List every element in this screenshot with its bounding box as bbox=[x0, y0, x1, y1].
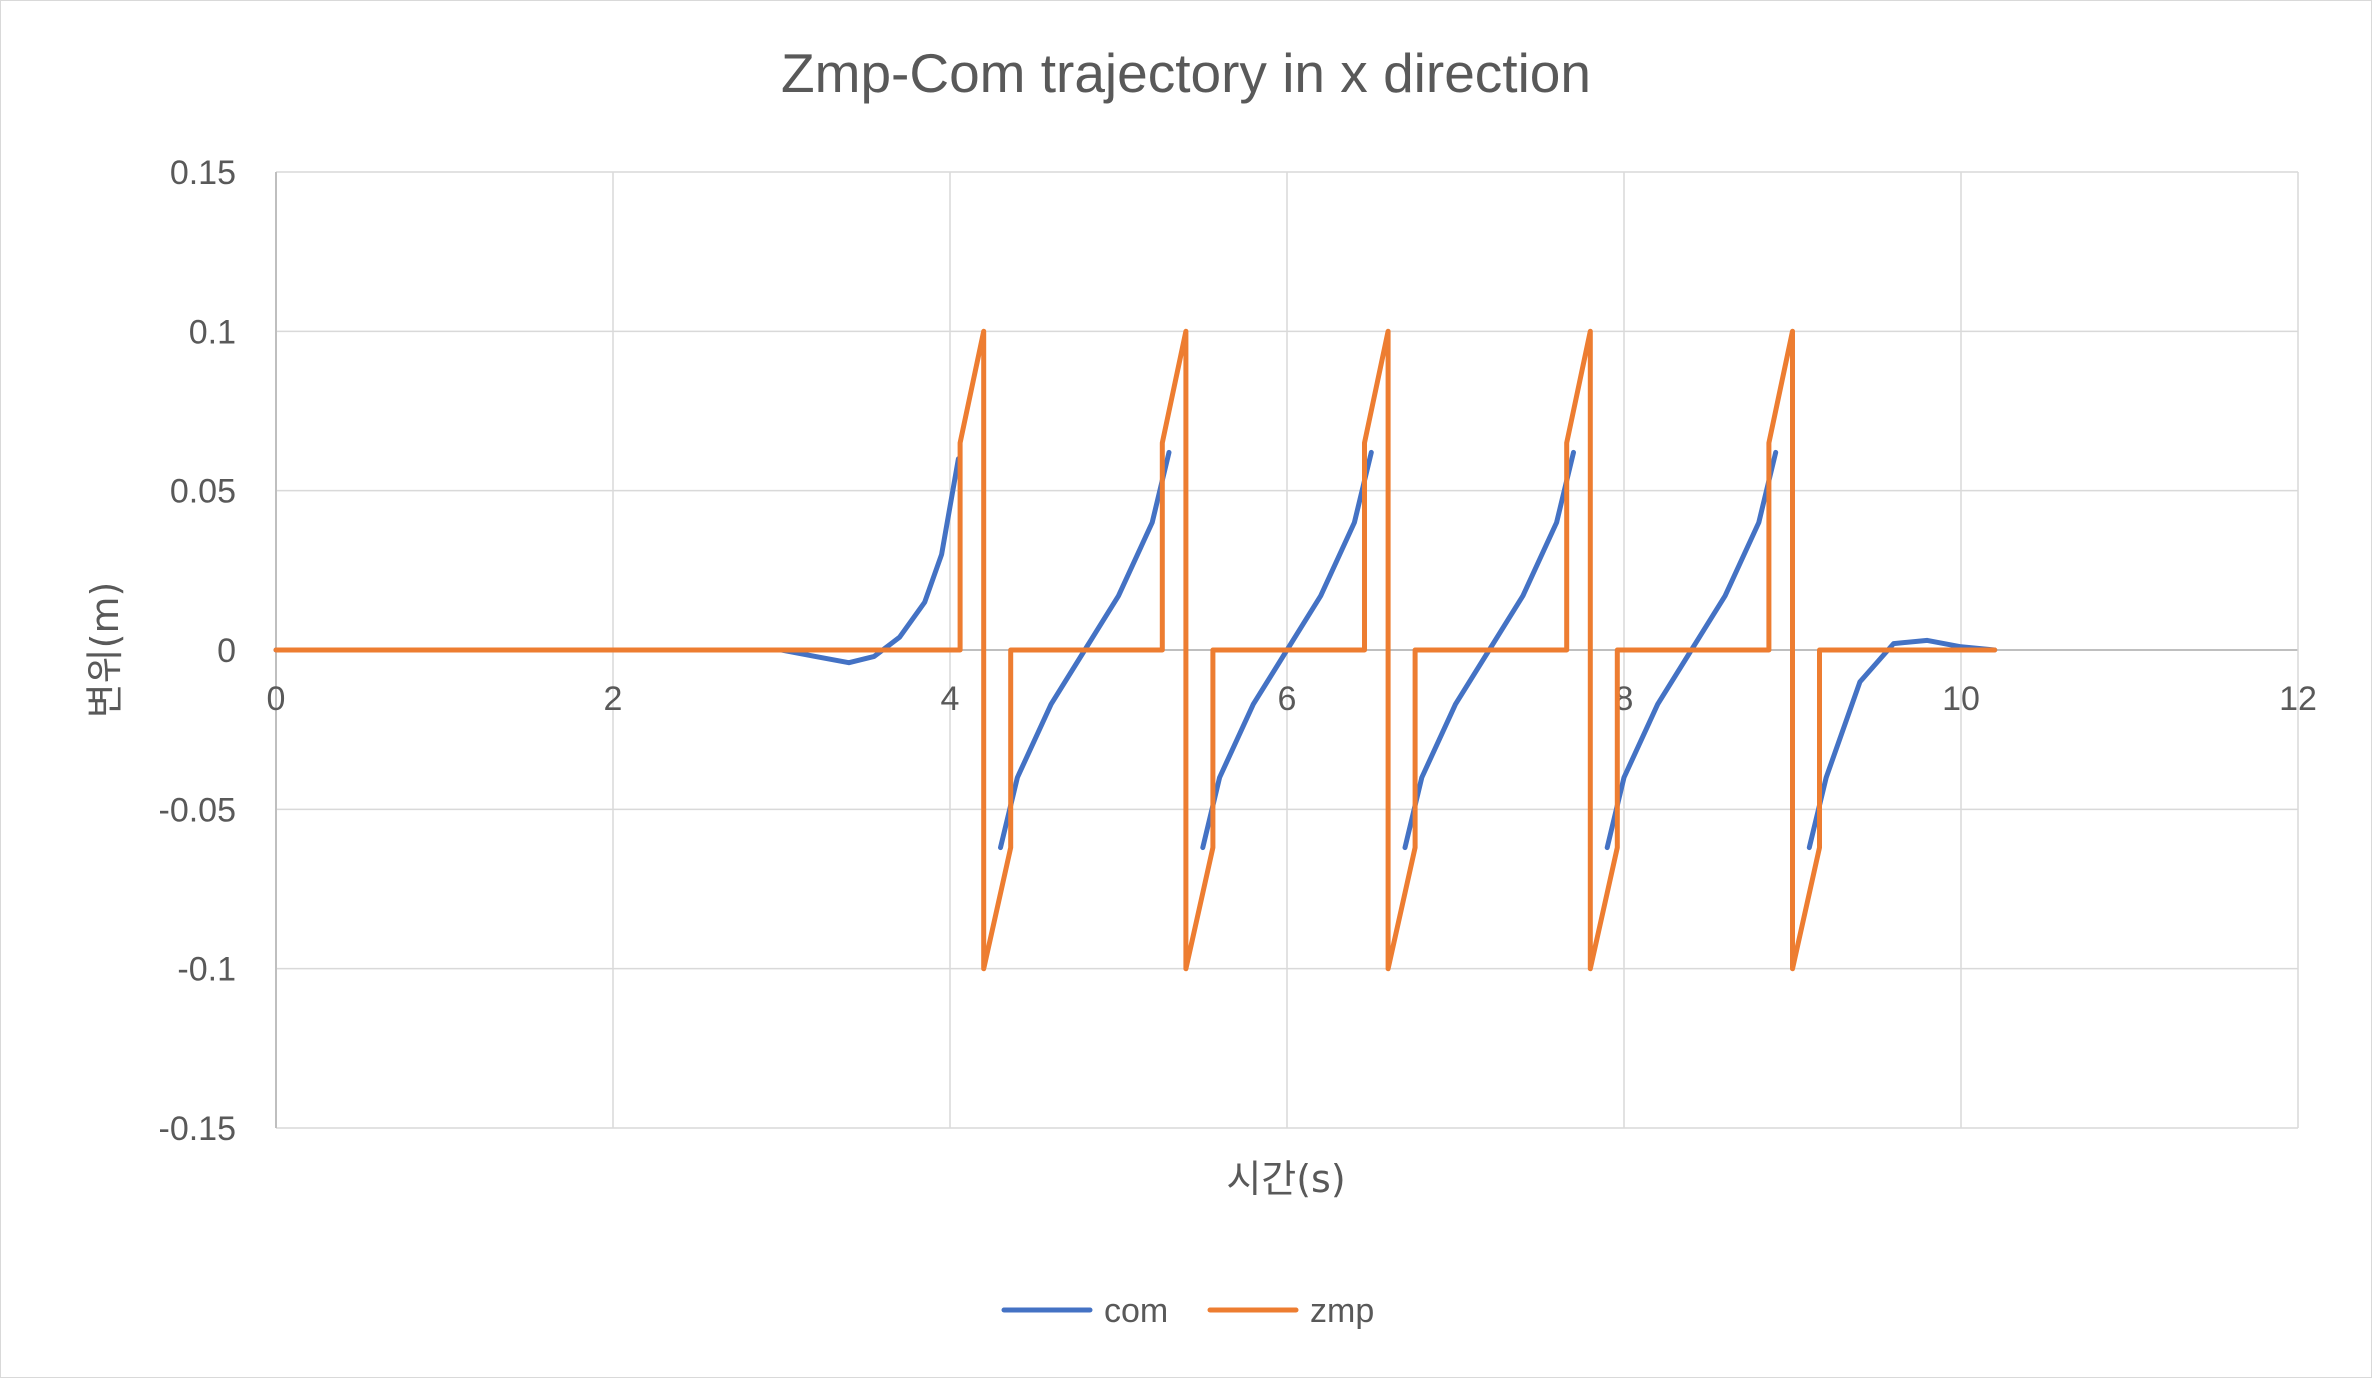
y-tick-label: 0.15 bbox=[170, 154, 236, 192]
legend-label-com: com bbox=[1104, 1292, 1168, 1330]
y-axis-title: 변위(m) bbox=[83, 582, 127, 719]
x-tick-label: 10 bbox=[1942, 680, 1980, 718]
y-tick-label: 0 bbox=[217, 632, 236, 670]
series-line-zmp bbox=[273, 328, 1998, 972]
chart-title: Zmp-Com trajectory in x direction bbox=[781, 42, 1591, 104]
legend-label-zmp: zmp bbox=[1310, 1292, 1374, 1330]
legend: com zmp bbox=[1001, 1292, 1374, 1330]
y-tick-label: -0.15 bbox=[159, 1110, 237, 1148]
x-tick-label: 0 bbox=[267, 680, 286, 718]
series-lines bbox=[273, 328, 1998, 972]
x-tick-label: 12 bbox=[2279, 680, 2317, 718]
x-tick-label: 4 bbox=[941, 680, 960, 718]
y-tick-label: 0.05 bbox=[170, 473, 236, 511]
x-axis-title: 시간(s) bbox=[1226, 1157, 1345, 1201]
x-tick-label: 2 bbox=[604, 680, 623, 718]
y-tick-label: -0.05 bbox=[159, 791, 237, 829]
y-tick-label: 0.1 bbox=[189, 313, 236, 351]
x-tick-label: 6 bbox=[1278, 680, 1297, 718]
y-tick-label: -0.1 bbox=[177, 951, 236, 989]
